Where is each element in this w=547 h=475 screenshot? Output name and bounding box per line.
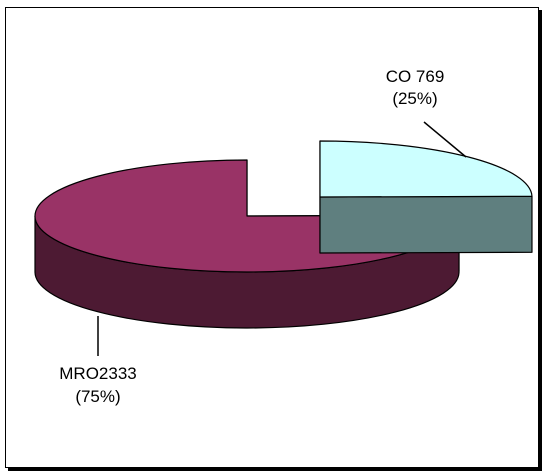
pie-slice-co xyxy=(319,140,533,254)
co-name-label: CO 769 xyxy=(386,67,445,86)
slice-co-cut-wall-1 xyxy=(319,195,533,254)
co-percent-label: (25%) xyxy=(392,89,437,108)
mro-percent-label: (75%) xyxy=(75,387,120,406)
slice-co-top xyxy=(319,140,533,198)
co-leader-line xyxy=(423,121,467,158)
mro-name-label: MRO2333 xyxy=(59,364,136,383)
